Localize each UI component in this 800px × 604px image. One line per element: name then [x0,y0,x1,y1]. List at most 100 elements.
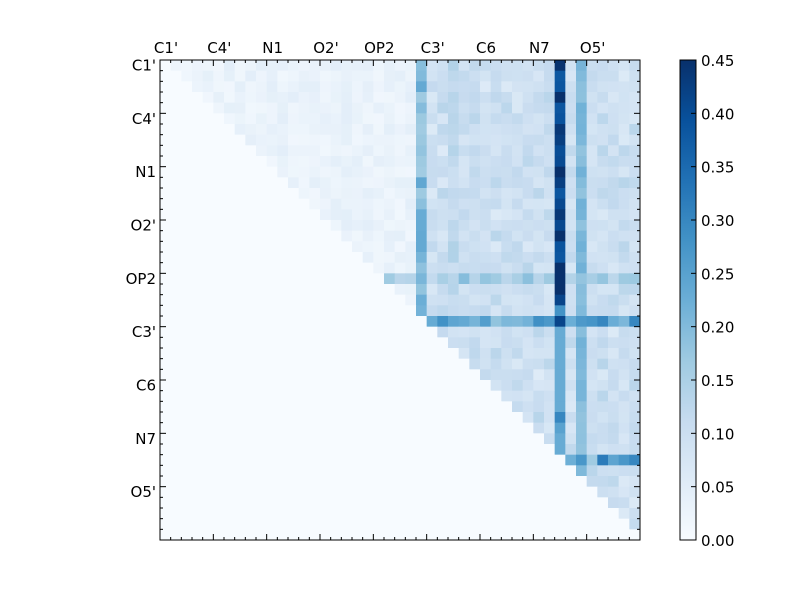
heatmap-cell [256,433,268,445]
heatmap-cell [544,241,556,253]
heatmap-cell [277,188,289,200]
heatmap-cell [309,369,321,381]
heatmap-cell [416,209,428,221]
heatmap-cell [586,241,598,253]
heatmap-cell [298,156,310,168]
heatmap-cell [181,92,193,104]
heatmap-cell [544,124,556,136]
heatmap-cell [234,145,246,157]
heatmap-cell [576,497,588,509]
heatmap-cell [373,326,385,338]
heatmap-cell [394,124,406,136]
heatmap-cell [245,188,257,200]
heatmap-cell [160,60,172,72]
heatmap-cell [245,198,257,210]
heatmap-cell [501,465,513,477]
heatmap-cell [245,518,257,530]
heatmap-cell [256,294,268,306]
heatmap-cell [512,412,524,424]
heatmap-cell [256,70,268,82]
heatmap-cell [448,380,460,392]
heatmap-cell [362,486,374,498]
heatmap-cell [405,433,417,445]
heatmap-cell [277,81,289,93]
heatmap-cell [352,444,364,456]
heatmap-cell [362,422,374,434]
heatmap-cell [288,529,300,541]
heatmap-cell [405,60,417,72]
heatmap-cell [309,113,321,125]
heatmap-cell [362,380,374,392]
heatmap-cell [501,113,513,125]
heatmap-cell [533,102,545,114]
heatmap-cell [490,230,502,242]
heatmap-cell [490,124,502,136]
heatmap-cell [160,358,172,370]
heatmap-cell [522,465,534,477]
heatmap-cell [629,230,641,242]
heatmap-cell [160,390,172,402]
heatmap-cell [288,284,300,296]
heatmap-cell [160,156,172,168]
heatmap-cell [565,433,577,445]
heatmap-cell [245,209,257,221]
heatmap-cell [512,476,524,488]
heatmap-cell [245,348,257,360]
heatmap-cell [512,369,524,381]
heatmap-cell [330,252,342,264]
heatmap-cell [234,177,246,189]
heatmap-cell [202,220,214,232]
heatmap-cell [522,454,534,466]
heatmap-cell [352,529,364,541]
heatmap-cell [586,124,598,136]
heatmap-cell [416,262,428,274]
heatmap-cell [373,81,385,93]
heatmap-cell [533,92,545,104]
heatmap-cell [490,337,502,349]
heatmap-cell [341,465,353,477]
heatmap-cell [480,134,492,146]
heatmap-cell [320,252,332,264]
heatmap-cell [576,241,588,253]
heatmap-cell [256,92,268,104]
heatmap-cell [160,124,172,136]
heatmap-cell [533,433,545,445]
heatmap-cell [426,92,438,104]
heatmap-cell [501,241,513,253]
heatmap-cell [533,209,545,221]
heatmap-cell [437,326,449,338]
heatmap-cell [170,348,182,360]
heatmap-cell [405,518,417,530]
heatmap-cell [234,422,246,434]
heatmap-cell [352,166,364,178]
heatmap-cell [405,273,417,285]
heatmap-cell [437,262,449,274]
heatmap-cell [384,102,396,114]
heatmap-cell [213,284,225,296]
heatmap-cell [373,177,385,189]
heatmap-cell [362,177,374,189]
heatmap-cell [533,241,545,253]
heatmap-cell [533,337,545,349]
heatmap-cell [384,209,396,221]
heatmap-cell [288,177,300,189]
heatmap-cell [192,262,204,274]
heatmap-cell [426,454,438,466]
heatmap-cell [544,145,556,157]
heatmap-cell [405,113,417,125]
heatmap-cell [320,209,332,221]
heatmap-cell [362,102,374,114]
heatmap-cell [565,81,577,93]
heatmap-cell [448,316,460,328]
heatmap-cell [298,358,310,370]
heatmap-cell [245,262,257,274]
heatmap-cell [480,316,492,328]
heatmap-cell [522,529,534,541]
heatmap-cell [352,369,364,381]
heatmap-cell [362,401,374,413]
heatmap-cell [533,412,545,424]
heatmap-cell [330,156,342,168]
heatmap-cell [181,412,193,424]
heatmap-cell [245,305,257,317]
heatmap-cell [288,113,300,125]
